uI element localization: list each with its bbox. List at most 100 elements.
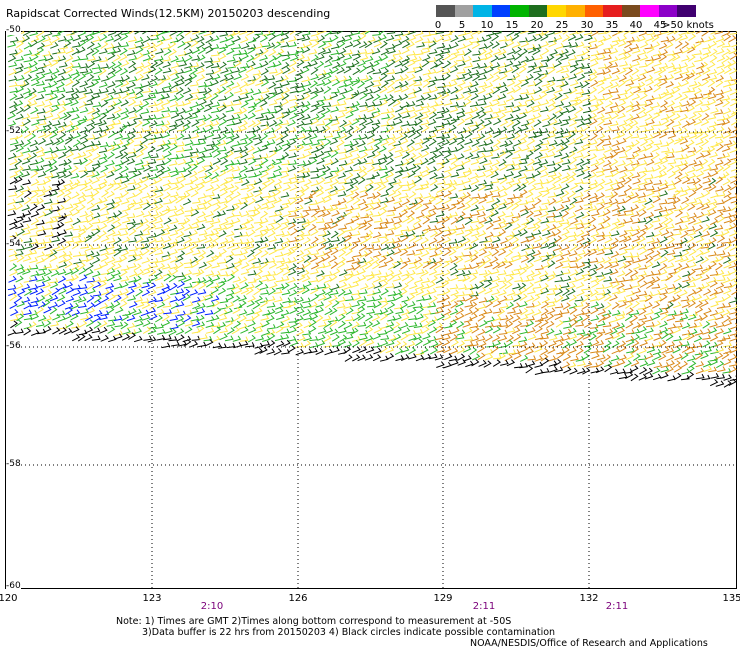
wind-barb <box>112 93 122 100</box>
wind-barb <box>254 138 263 146</box>
wind-barb <box>575 178 584 185</box>
wind-barb <box>64 261 73 269</box>
wind-barb <box>463 55 472 63</box>
wind-barb <box>581 80 590 89</box>
wind-barb <box>280 98 290 107</box>
wind-barb <box>324 172 334 179</box>
wind-barb <box>561 183 570 191</box>
wind-barb <box>317 170 327 178</box>
wind-barb <box>106 171 115 178</box>
wind-barb <box>225 34 234 42</box>
wind-barb <box>359 92 368 100</box>
wind-barb <box>357 198 367 206</box>
wind-barb <box>99 131 108 139</box>
wind-barb <box>280 126 290 134</box>
wind-barb <box>567 33 577 41</box>
wind-barb <box>259 99 268 108</box>
wind-barb <box>686 62 696 69</box>
wind-barb <box>721 42 731 48</box>
wind-barb <box>86 48 95 56</box>
wind-barb <box>394 55 403 63</box>
wind-barb <box>344 226 354 232</box>
wind-barb <box>266 163 275 172</box>
wind-barb <box>168 139 178 146</box>
wind-barb <box>400 85 410 93</box>
wind-barb <box>653 84 662 93</box>
wind-barb <box>500 86 509 94</box>
wind-barb <box>505 177 515 184</box>
wind-barb <box>420 269 429 277</box>
wind-barb <box>260 121 270 127</box>
wind-barb <box>631 100 640 108</box>
wind-barb <box>660 216 669 225</box>
wind-barb <box>322 237 332 245</box>
wind-barb <box>273 158 283 166</box>
wind-barb <box>653 73 663 81</box>
wind-barb <box>357 114 367 120</box>
wind-barb <box>275 230 285 237</box>
wind-barb <box>92 270 101 278</box>
wind-barb <box>311 205 321 211</box>
wind-barb <box>239 248 249 256</box>
wind-barb <box>267 275 277 282</box>
wind-barb <box>630 133 640 139</box>
wind-barb <box>528 35 537 43</box>
wind-barb <box>428 94 438 100</box>
wind-barb <box>595 263 605 271</box>
wind-barb <box>329 221 339 229</box>
wind-barb <box>226 146 235 154</box>
wind-barb <box>71 203 79 212</box>
wind-barb <box>667 111 676 119</box>
wind-barb <box>287 222 296 230</box>
wind-barb <box>429 178 438 186</box>
wind-barb <box>708 223 718 230</box>
wind-barb <box>378 31 386 36</box>
wind-barb <box>9 158 18 166</box>
wind-barb <box>343 35 353 42</box>
wind-barb <box>324 68 333 76</box>
wind-barb <box>51 105 60 113</box>
wind-barb <box>141 257 151 264</box>
wind-barb <box>206 140 216 147</box>
wind-barb <box>134 120 143 128</box>
wind-barb <box>659 183 669 190</box>
wind-barb <box>220 126 229 134</box>
wind-barb <box>618 262 627 270</box>
wind-barb <box>674 186 684 193</box>
wind-barb <box>561 204 570 212</box>
wind-barb <box>121 205 131 212</box>
wind-barb <box>728 111 737 119</box>
wind-barb <box>204 87 213 96</box>
wind-barb <box>65 87 75 93</box>
wind-barb <box>99 157 108 165</box>
wind-barb <box>574 33 584 41</box>
wind-barb <box>329 115 339 122</box>
wind-barb <box>582 178 591 184</box>
wind-barb <box>28 92 38 101</box>
wind-barb <box>717 235 726 243</box>
wind-barb <box>92 218 101 224</box>
wind-barb <box>570 182 579 190</box>
wind-barb <box>493 118 502 126</box>
wind-barb <box>513 139 522 147</box>
wind-barb <box>386 237 395 244</box>
wind-barb <box>273 178 283 187</box>
wind-barb <box>450 217 459 225</box>
wind-barb <box>596 257 606 264</box>
wind-barb <box>303 237 312 245</box>
wind-barb <box>253 119 262 128</box>
wind-barb <box>428 37 437 44</box>
wind-barb <box>49 277 59 284</box>
wind-barb <box>254 98 263 106</box>
wind-barb <box>553 228 562 237</box>
wind-barb <box>679 137 689 145</box>
wind-barb <box>625 268 633 277</box>
wind-barb <box>646 158 655 166</box>
wind-barb <box>519 223 528 232</box>
wind-barb <box>619 89 628 96</box>
wind-barb <box>359 170 368 179</box>
wind-barb <box>196 243 206 249</box>
wind-barb <box>464 48 472 57</box>
wind-barb <box>155 55 164 62</box>
wind-barb <box>567 150 576 159</box>
